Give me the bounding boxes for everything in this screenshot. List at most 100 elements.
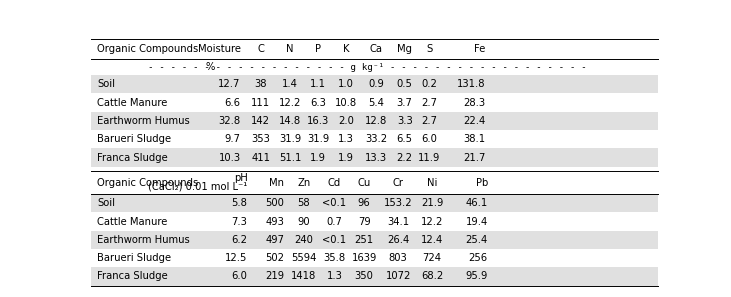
Text: 153.2: 153.2	[384, 198, 412, 208]
Text: 95.9: 95.9	[466, 271, 488, 282]
Text: Barueri Sludge: Barueri Sludge	[97, 253, 171, 263]
Text: 11.9: 11.9	[418, 153, 440, 162]
Text: pH: pH	[234, 173, 247, 183]
Text: 497: 497	[265, 235, 284, 245]
Text: 6.0: 6.0	[232, 271, 247, 282]
Text: 12.5: 12.5	[225, 253, 247, 263]
Text: <0.1: <0.1	[322, 235, 346, 245]
Text: 10.8: 10.8	[335, 98, 357, 108]
Text: 90: 90	[298, 217, 310, 227]
Text: 1072: 1072	[385, 271, 411, 282]
Text: 38.1: 38.1	[463, 134, 485, 144]
Bar	[91, 194, 658, 212]
Text: 256: 256	[469, 253, 488, 263]
Text: 12.2: 12.2	[421, 217, 443, 227]
Text: 16.3: 16.3	[307, 116, 330, 126]
Text: 411: 411	[251, 153, 270, 162]
Text: 28.3: 28.3	[463, 98, 485, 108]
Text: 33.2: 33.2	[365, 134, 387, 144]
Text: 5.4: 5.4	[368, 98, 384, 108]
Text: 2.0: 2.0	[338, 116, 354, 126]
Text: 3.3: 3.3	[397, 116, 412, 126]
Bar	[91, 171, 658, 194]
Bar	[91, 112, 658, 130]
Text: Organic Compounds: Organic Compounds	[97, 44, 199, 54]
Text: 1.4: 1.4	[282, 79, 298, 89]
Text: Zn: Zn	[298, 178, 311, 188]
Bar	[91, 59, 658, 75]
Bar	[91, 94, 658, 112]
Text: 12.8: 12.8	[365, 116, 387, 126]
Text: 5594: 5594	[291, 253, 317, 263]
Text: 96: 96	[357, 198, 371, 208]
Text: 5.8: 5.8	[232, 198, 247, 208]
Text: 68.2: 68.2	[421, 271, 443, 282]
Bar	[91, 267, 658, 286]
Text: 6.2: 6.2	[232, 235, 247, 245]
Text: 2.7: 2.7	[421, 116, 437, 126]
Text: 219: 219	[265, 271, 284, 282]
Text: 1418: 1418	[291, 271, 317, 282]
Text: 25.4: 25.4	[466, 235, 488, 245]
Text: Cd: Cd	[327, 178, 341, 188]
Text: 38: 38	[254, 79, 267, 89]
Bar	[91, 249, 658, 267]
Text: 31.9: 31.9	[279, 134, 301, 144]
Text: Earthworm Humus: Earthworm Humus	[97, 235, 190, 245]
Text: K: K	[343, 44, 349, 54]
Text: 1.3: 1.3	[327, 271, 342, 282]
Bar	[91, 39, 658, 59]
Text: N: N	[287, 44, 294, 54]
Text: 1.1: 1.1	[310, 79, 326, 89]
Text: 251: 251	[355, 235, 374, 245]
Text: 1.3: 1.3	[338, 134, 354, 144]
Text: Fe: Fe	[474, 44, 485, 54]
Bar	[91, 212, 658, 231]
Text: Organic Compounds: Organic Compounds	[97, 178, 199, 188]
Text: Ca: Ca	[370, 44, 382, 54]
Text: 131.8: 131.8	[457, 79, 485, 89]
Bar	[91, 231, 658, 249]
Text: 21.9: 21.9	[421, 198, 443, 208]
Text: 0.7: 0.7	[327, 217, 342, 227]
Text: 32.8: 32.8	[219, 116, 240, 126]
Text: 12.4: 12.4	[421, 235, 443, 245]
Text: 13.3: 13.3	[365, 153, 387, 162]
Text: 9.7: 9.7	[224, 134, 240, 144]
Text: 10.3: 10.3	[219, 153, 240, 162]
Text: 1.9: 1.9	[338, 153, 354, 162]
Text: 6.3: 6.3	[311, 98, 326, 108]
Text: Franca Sludge: Franca Sludge	[97, 271, 168, 282]
Text: 6.6: 6.6	[224, 98, 240, 108]
Text: 51.1: 51.1	[279, 153, 301, 162]
Text: Soil: Soil	[97, 79, 115, 89]
Text: 1.9: 1.9	[310, 153, 326, 162]
Text: Soil: Soil	[97, 198, 115, 208]
Text: Ni: Ni	[427, 178, 437, 188]
Text: 0.2: 0.2	[421, 79, 437, 89]
Text: 111: 111	[251, 98, 270, 108]
Text: 1639: 1639	[352, 253, 377, 263]
Text: 350: 350	[355, 271, 374, 282]
Text: 12.7: 12.7	[218, 79, 240, 89]
Text: <0.1: <0.1	[322, 198, 346, 208]
Text: S: S	[426, 44, 432, 54]
Text: 79: 79	[357, 217, 371, 227]
Text: Barueri Sludge: Barueri Sludge	[97, 134, 171, 144]
Text: Franca Sludge: Franca Sludge	[97, 153, 168, 162]
Text: 142: 142	[251, 116, 270, 126]
Text: 14.8: 14.8	[279, 116, 301, 126]
Text: 502: 502	[265, 253, 284, 263]
Text: 353: 353	[251, 134, 270, 144]
Text: Earthworm Humus: Earthworm Humus	[97, 116, 190, 126]
Text: 22.4: 22.4	[463, 116, 485, 126]
Text: (CaCl₂) 0.01 mol L⁻¹: (CaCl₂) 0.01 mol L⁻¹	[148, 182, 247, 192]
Text: 46.1: 46.1	[466, 198, 488, 208]
Text: 35.8: 35.8	[323, 253, 346, 263]
Text: Moisture: Moisture	[197, 44, 240, 54]
Text: Pb: Pb	[476, 178, 488, 188]
Text: 2.2: 2.2	[397, 153, 413, 162]
Text: Cattle Manure: Cattle Manure	[97, 98, 167, 108]
Bar	[91, 75, 658, 94]
Text: Cr: Cr	[393, 178, 404, 188]
